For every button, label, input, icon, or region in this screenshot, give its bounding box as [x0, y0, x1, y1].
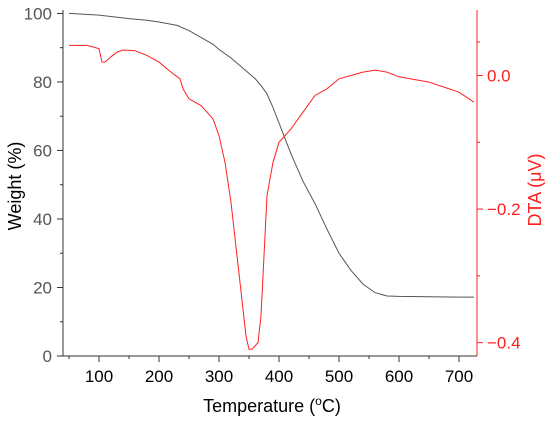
y-left-tick-label: 20 — [33, 278, 52, 297]
y-left-tick-label: 40 — [33, 210, 52, 229]
series-layer — [68, 12, 475, 350]
y-left-tick-label: 60 — [33, 141, 52, 160]
y-right-tick-label: −0.4 — [487, 334, 521, 353]
x-tick-label: 500 — [325, 367, 353, 386]
y-left-tick-label: 0 — [43, 347, 52, 366]
weight-series-line — [68, 12, 474, 298]
y-axis-right-title: DTA (μV) — [525, 153, 545, 226]
y-axis-left-title: Weight (%) — [5, 142, 25, 231]
dta-series-line — [69, 44, 475, 350]
x-tick-label: 700 — [445, 367, 473, 386]
y-left-tick-label: 100 — [24, 4, 52, 23]
axes-layer: 100 200 300 400 500 600 700 0 20 40 60 80 100 0.0 −0.2… — [24, 4, 521, 386]
x-tick-label: 400 — [265, 367, 293, 386]
labels-layer: Temperature (oC) Weight (%) DTA (μV) — [5, 142, 545, 416]
x-tick-label: 100 — [85, 367, 113, 386]
y-right-tick-label: −0.2 — [487, 200, 521, 219]
y-left-tick-label: 80 — [33, 73, 52, 92]
x-tick-label: 200 — [145, 367, 173, 386]
x-tick-label: 300 — [205, 367, 233, 386]
x-axis-title: Temperature (oC) — [203, 394, 341, 416]
x-tick-label: 600 — [385, 367, 413, 386]
y-right-tick-label: 0.0 — [487, 66, 511, 85]
